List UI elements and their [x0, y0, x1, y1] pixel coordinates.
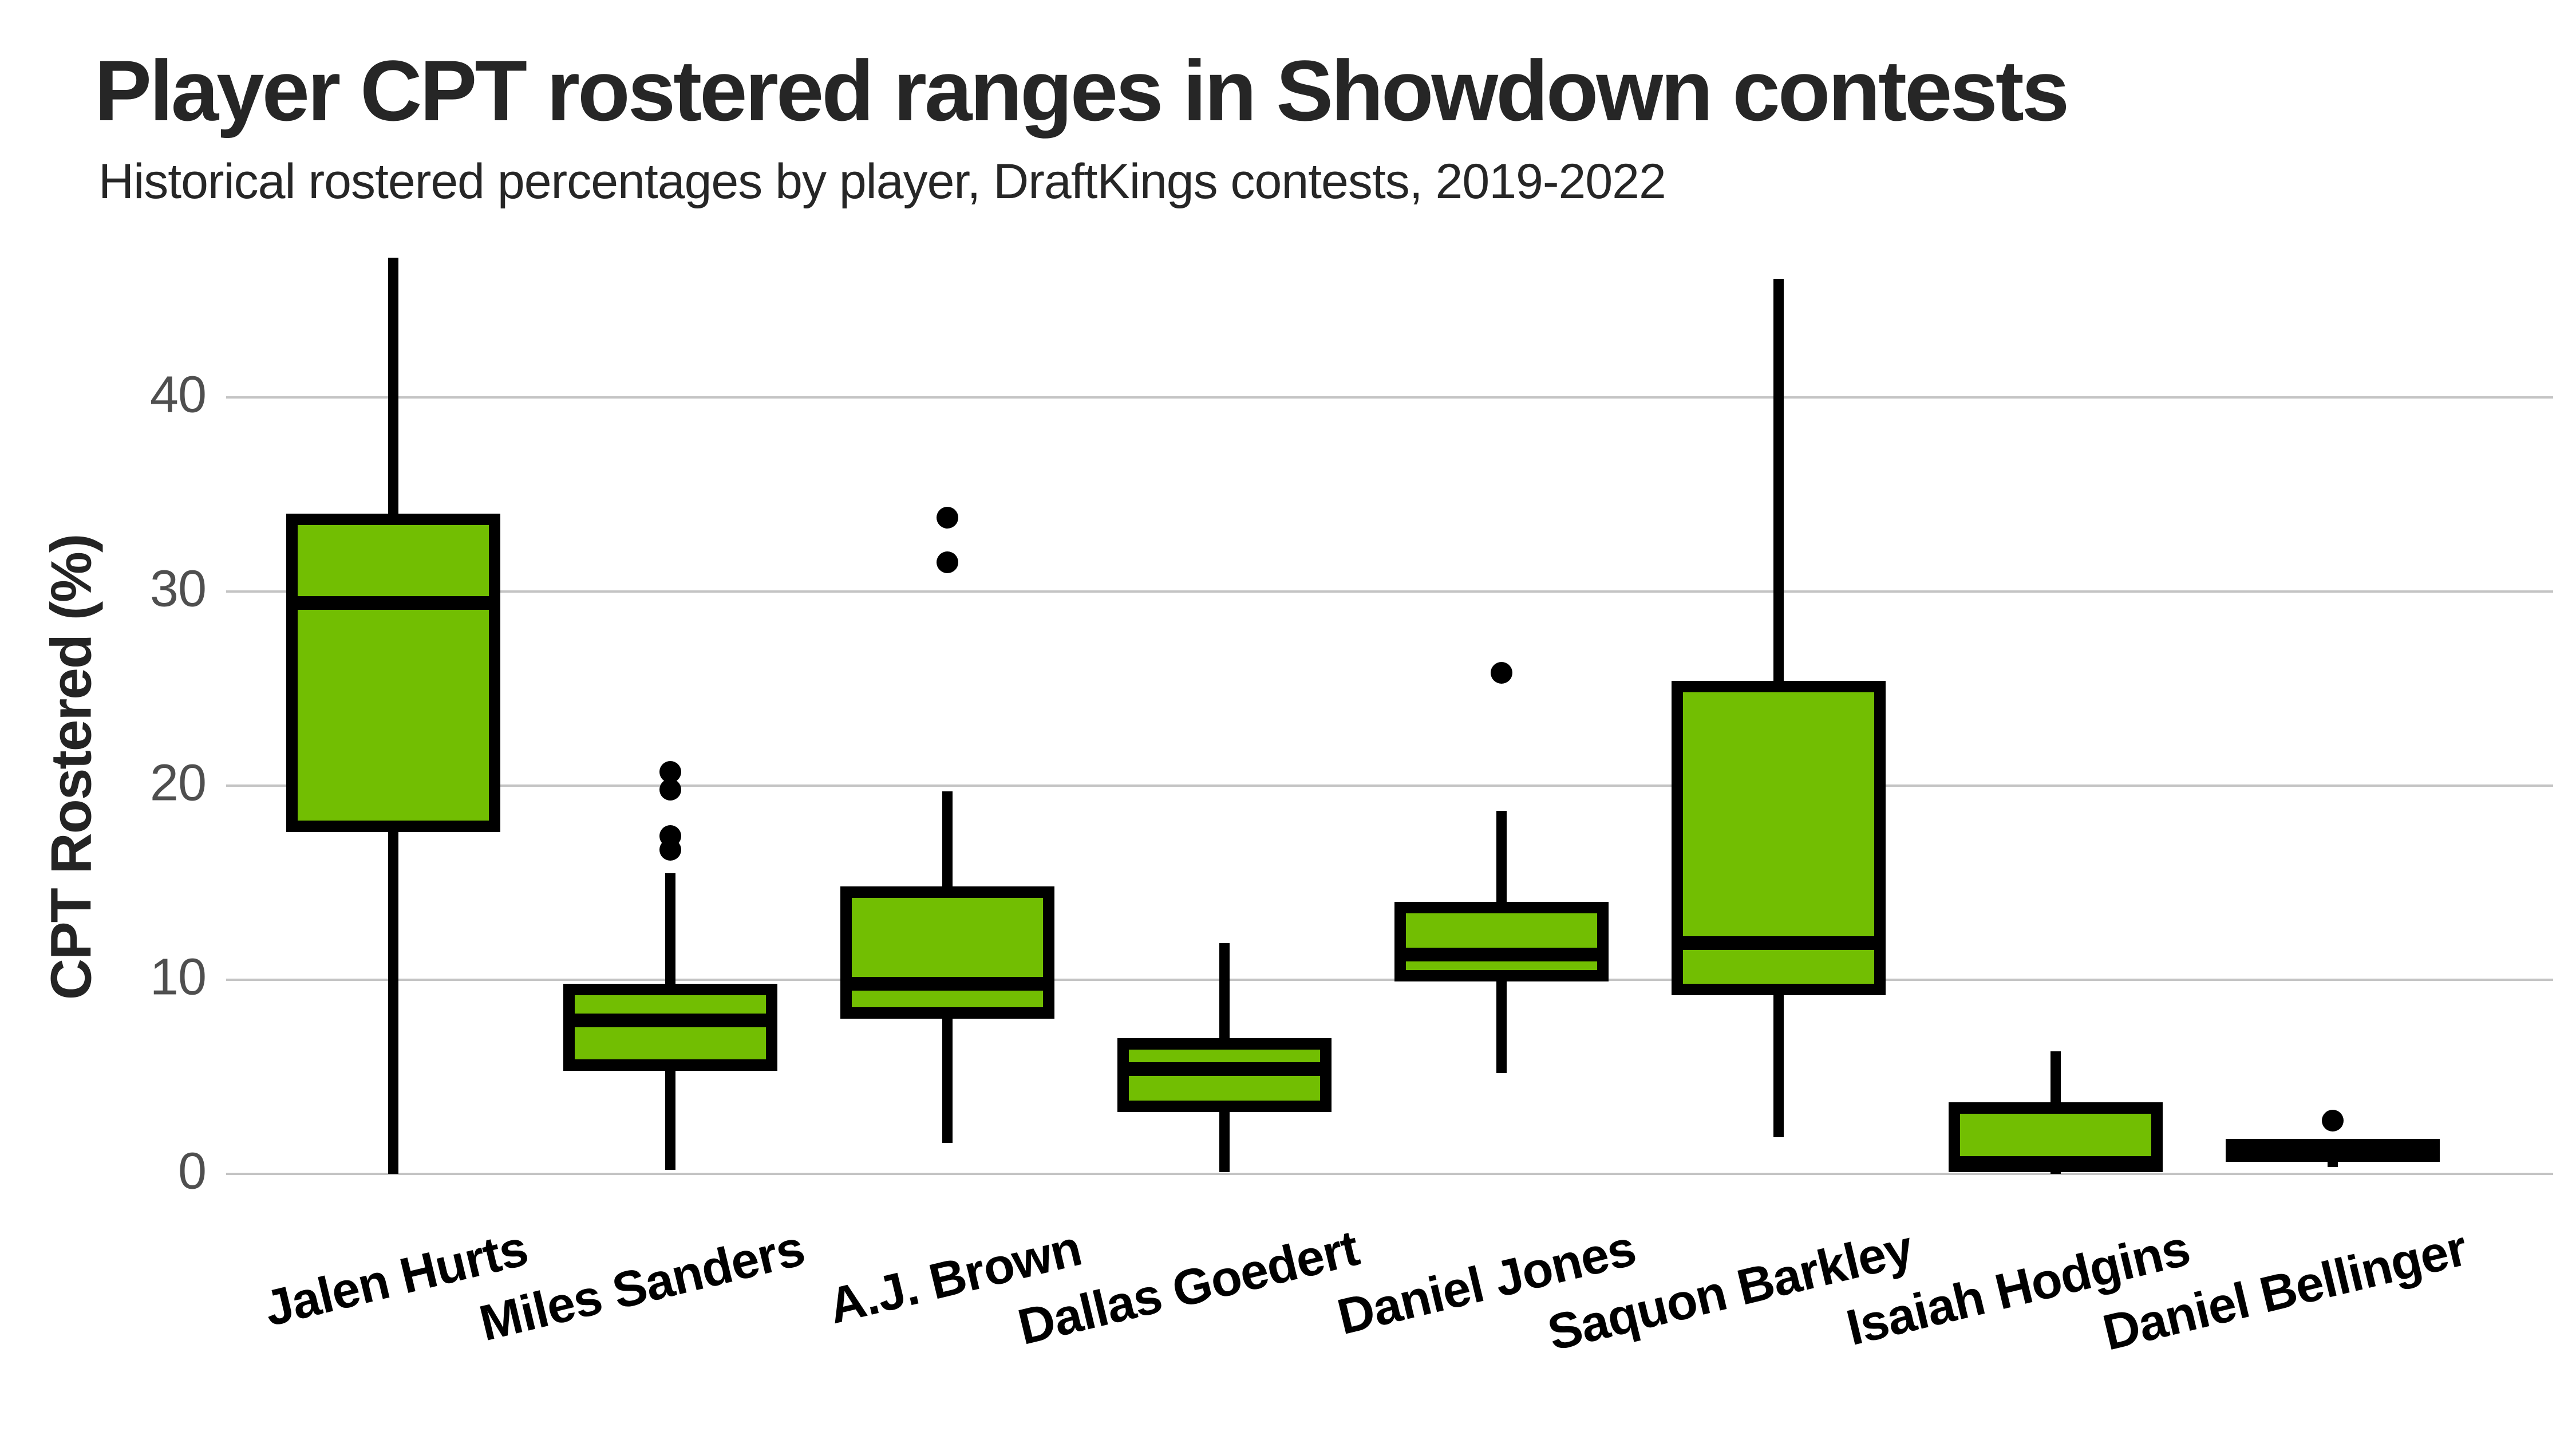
outlier-dot-1-1: [659, 825, 681, 847]
whisker-upper-5: [1773, 279, 1784, 681]
outlier-dot-2-1: [937, 507, 958, 529]
outlier-dot-1-3: [659, 761, 681, 783]
whisker-lower-1: [665, 1071, 675, 1170]
whisker-upper-4: [1496, 811, 1507, 902]
whisker-lower-4: [1496, 981, 1507, 1073]
y-tick-label-30: 30: [149, 560, 207, 618]
outlier-dot-4-0: [1491, 662, 1512, 684]
gridline-y-40: [226, 396, 2553, 399]
whisker-upper-1: [665, 873, 675, 984]
chart-subtitle: Historical rostered percentages by playe…: [98, 154, 1666, 209]
median-line-5: [1672, 936, 1886, 950]
median-line-3: [1117, 1062, 1332, 1076]
median-line-4: [1394, 947, 1609, 961]
median-line-2: [840, 976, 1054, 991]
whisker-lower-3: [1219, 1111, 1230, 1172]
box-plot-box-4: [1394, 902, 1609, 982]
y-tick-label-0: 0: [177, 1142, 207, 1200]
gridline-y-0: [226, 1173, 2553, 1175]
median-line-1: [563, 1014, 777, 1028]
whisker-lower-2: [942, 1018, 953, 1143]
whisker-upper-0: [388, 257, 398, 514]
x-axis-label-1: Miles Sanders: [474, 1219, 810, 1352]
whisker-upper-2: [942, 791, 953, 887]
gridline-y-10: [226, 979, 2553, 981]
whisker-lower-5: [1773, 995, 1784, 1137]
gridline-y-30: [226, 590, 2553, 593]
whisker-upper-3: [1219, 943, 1230, 1038]
outlier-dot-7-0: [2322, 1109, 2344, 1131]
median-line-6: [1949, 1156, 2163, 1170]
y-tick-label-20: 20: [149, 754, 207, 812]
chart-title: Player CPT rostered ranges in Showdown c…: [94, 42, 2069, 139]
box-plot-box-0: [286, 514, 500, 833]
y-tick-label-40: 40: [149, 366, 207, 424]
whisker-upper-6: [2050, 1051, 2061, 1102]
y-tick-label-10: 10: [149, 948, 207, 1006]
gridline-y-20: [226, 784, 2553, 787]
whisker-lower-6: [2050, 1172, 2061, 1174]
outlier-dot-2-0: [937, 551, 958, 574]
box-plot-box-2: [840, 886, 1054, 1019]
median-line-7: [2226, 1141, 2440, 1155]
whisker-lower-0: [388, 832, 398, 1174]
median-line-0: [286, 596, 500, 610]
